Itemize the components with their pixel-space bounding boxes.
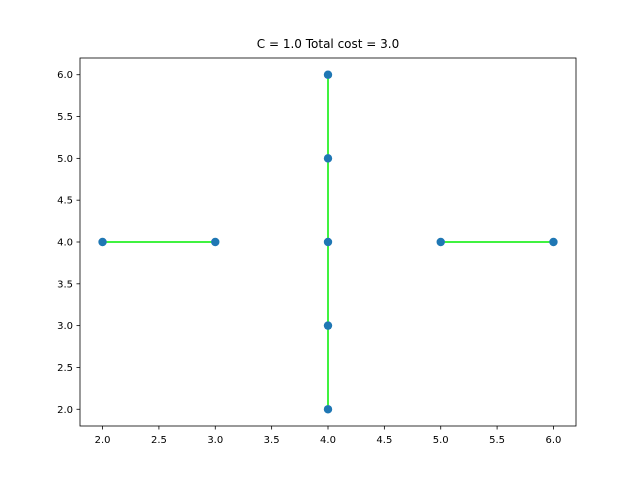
y-tick-label: 5.5: [57, 112, 73, 123]
data-point-1: [211, 237, 220, 247]
data-point-3: [323, 154, 333, 163]
x-tick-label: 4.0: [320, 435, 336, 446]
x-tick-label: 2.5: [151, 435, 167, 446]
x-tick-label: 5.5: [489, 435, 505, 446]
x-tick-label: 3.0: [207, 435, 223, 446]
y-tick-label: 6.0: [57, 70, 73, 81]
x-axis: 2.0 2.5 3.0 3.5 4.0 4.5 5.0 5.5 6.0: [95, 426, 562, 446]
y-tick-label: 4.0: [57, 238, 73, 249]
x-tick-label: 3.5: [264, 435, 280, 446]
chart-title: C = 1.0 Total cost = 3.0: [257, 37, 399, 51]
y-tick-label: 5.0: [57, 154, 73, 165]
x-tick-label: 6.0: [546, 435, 562, 446]
y-tick-label: 2.5: [57, 363, 73, 374]
data-point-2: [323, 70, 333, 79]
data-point-6: [323, 405, 333, 414]
y-tick-label: 3.5: [57, 279, 73, 290]
plot-area: [98, 70, 558, 414]
x-tick-label: 5.0: [433, 435, 449, 446]
x-tick-label: 4.5: [376, 435, 392, 446]
y-tick-label: 4.5: [57, 196, 73, 207]
y-tick-label: 2.0: [57, 405, 73, 416]
data-point-7: [436, 237, 445, 247]
data-point-5: [323, 321, 333, 330]
data-point-8: [549, 237, 558, 247]
y-axis: 2.0 2.5 3.0 3.5 4.0 4.5 5.0 5.5 6.0: [57, 70, 80, 416]
y-tick-label: 3.0: [57, 321, 73, 332]
data-point-4: [323, 237, 333, 247]
data-point-0: [98, 237, 107, 247]
x-tick-label: 2.0: [95, 435, 111, 446]
